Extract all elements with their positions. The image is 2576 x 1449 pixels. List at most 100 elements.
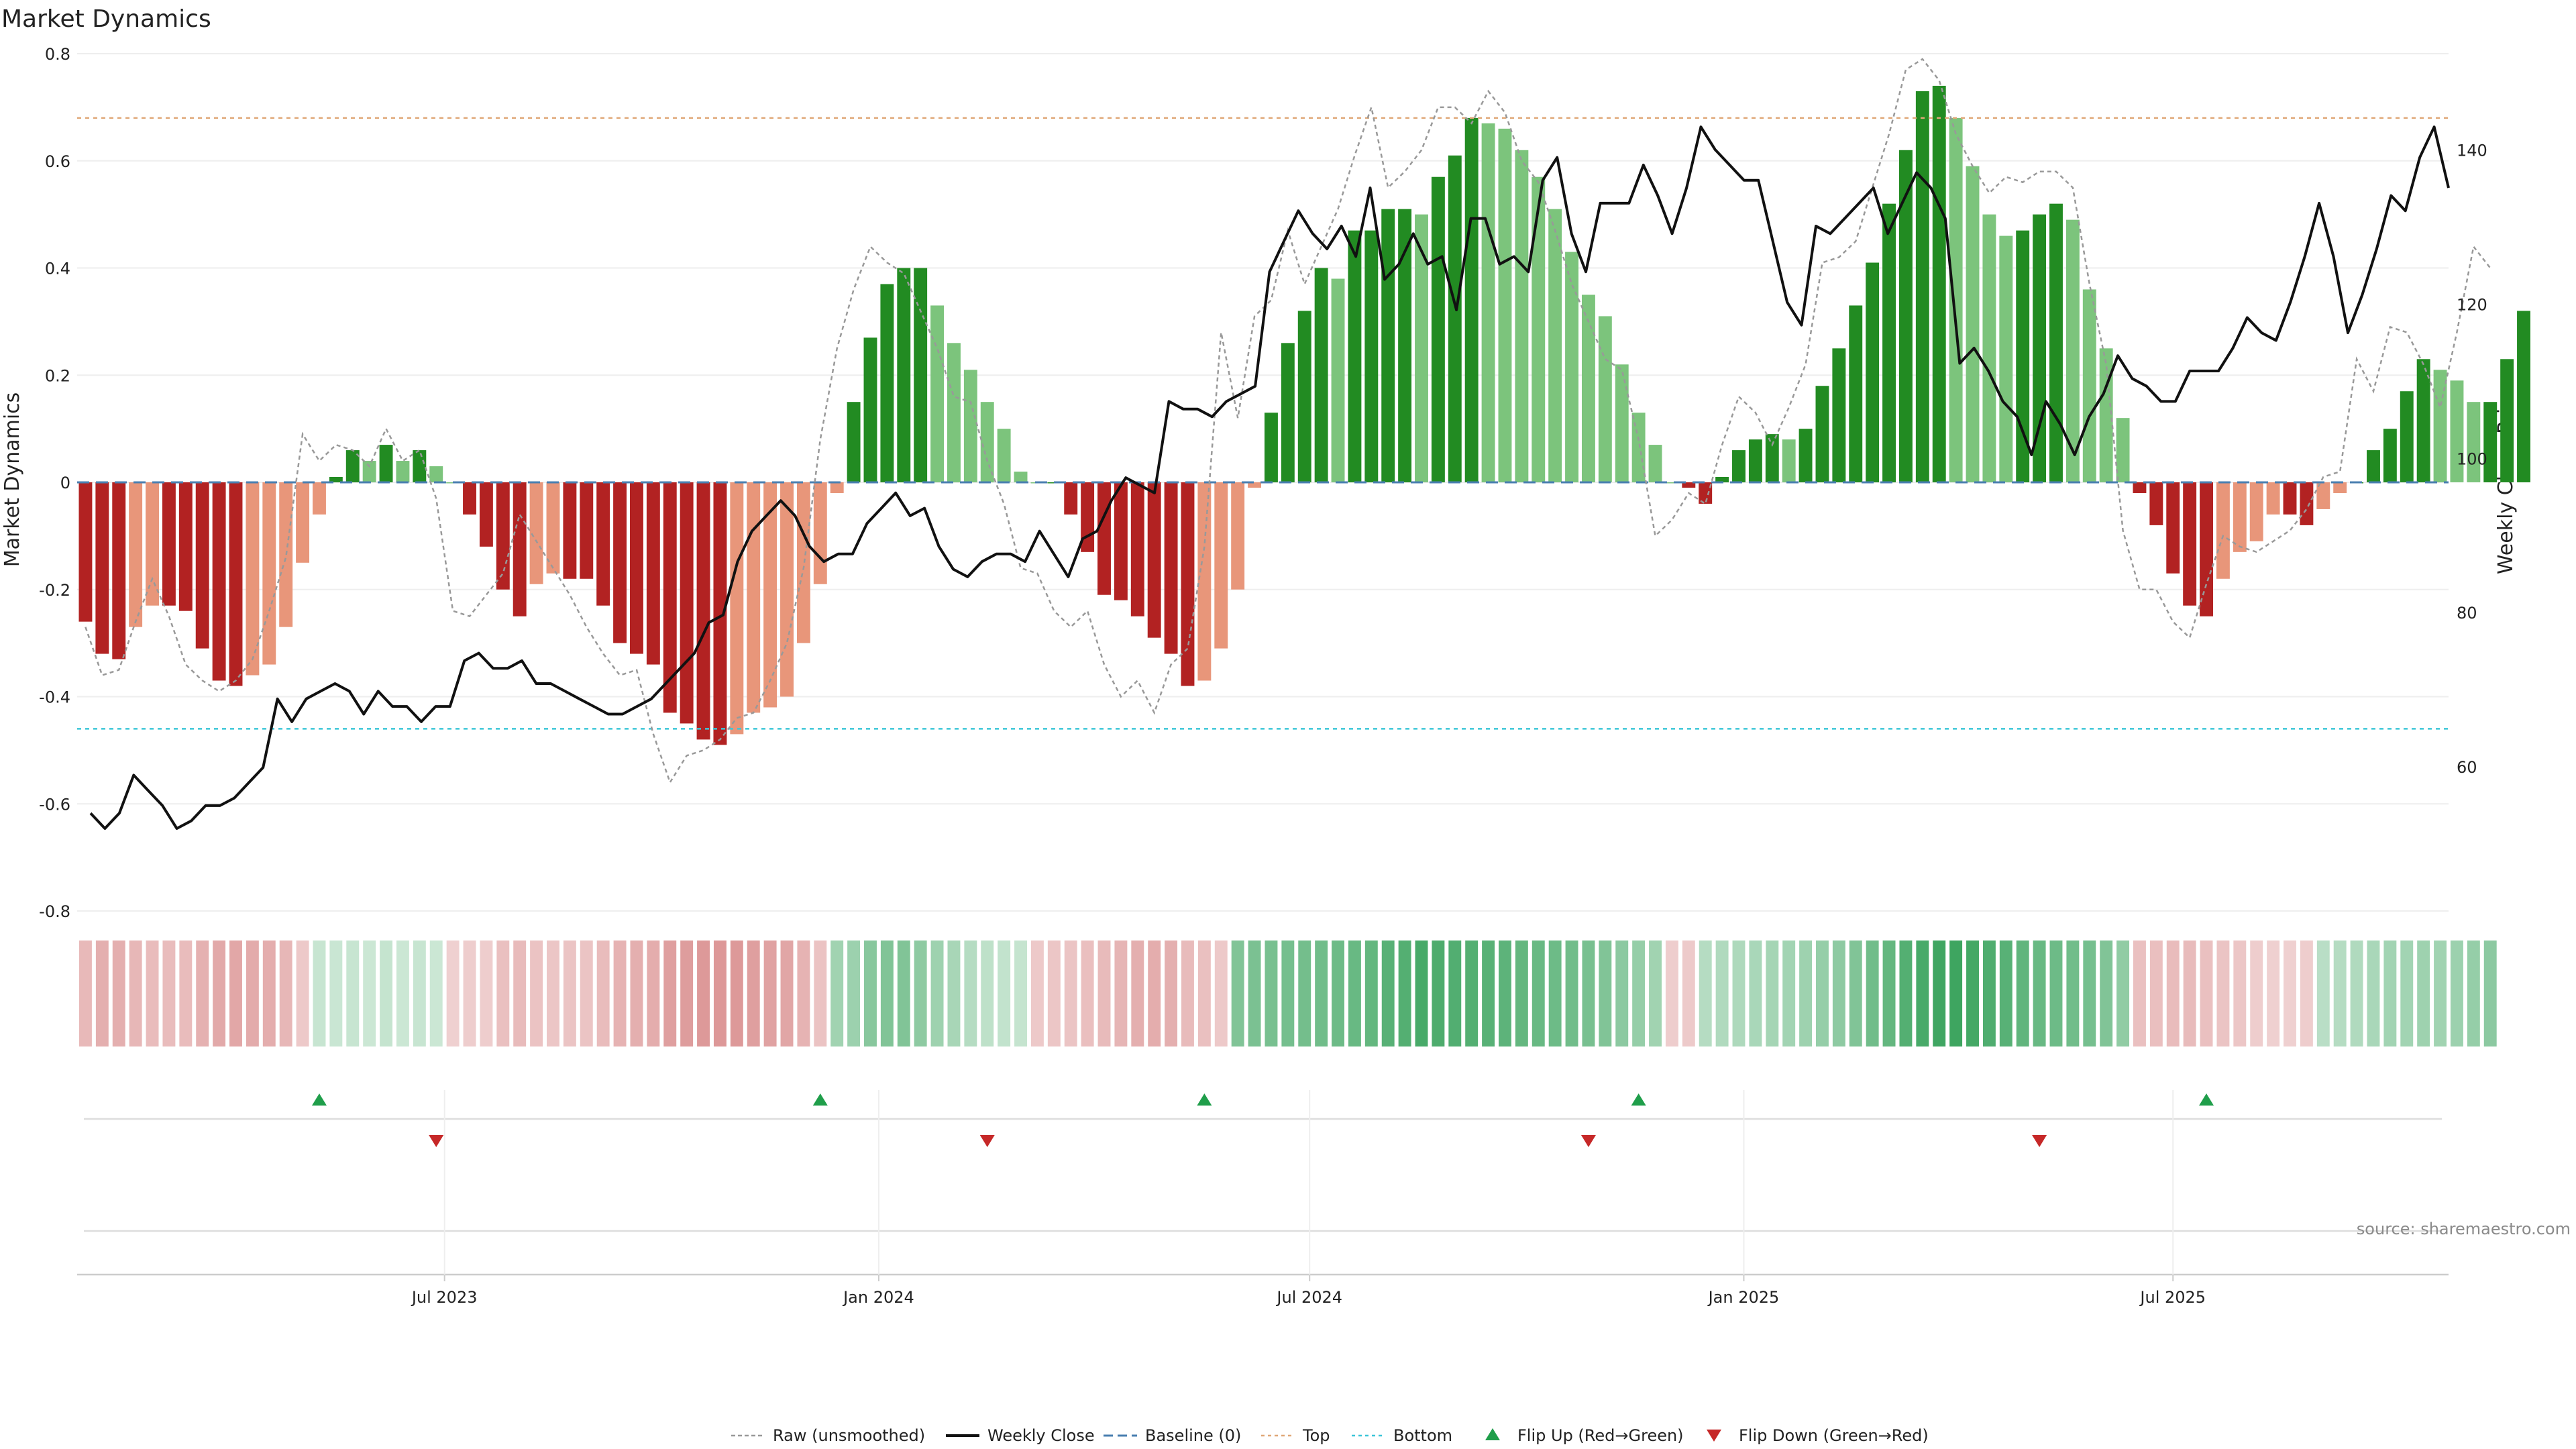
heatmap-cell [1381, 941, 1395, 1046]
heatmap-cell [1499, 941, 1511, 1046]
momentum-bar [2517, 311, 2530, 482]
heatmap-cell [2400, 941, 2414, 1046]
heatmap-cell [1665, 941, 1678, 1046]
heatmap-cell [1081, 941, 1094, 1046]
momentum-bar [696, 482, 710, 740]
y-axis-label: Market Dynamics [1, 392, 24, 568]
heatmap-cell [1582, 941, 1595, 1046]
y2-tick-label: 60 [2457, 758, 2477, 777]
momentum-bar [2065, 219, 2080, 482]
legend-item: Bottom [1352, 1426, 1452, 1445]
x-tick-label: Jul 2023 [411, 1288, 478, 1307]
momentum-bar [212, 482, 226, 681]
heatmap-cell [663, 941, 677, 1046]
heatmap-cell [2016, 941, 2029, 1046]
momentum-bar [1147, 482, 1161, 638]
momentum-bar [1765, 434, 1779, 482]
y-tick-label: 0.2 [45, 366, 70, 385]
momentum-bar [2133, 482, 2147, 493]
momentum-bar [1281, 343, 1295, 482]
momentum-bar [763, 482, 777, 708]
heatmap-cell [480, 941, 493, 1046]
momentum-bar [379, 445, 393, 482]
heatmap-cell [2166, 941, 2180, 1046]
momentum-bar [630, 482, 643, 654]
momentum-bar [78, 482, 93, 622]
momentum-bar [747, 482, 761, 713]
legend-label: Weekly Close [987, 1426, 1095, 1445]
momentum-bar [997, 429, 1011, 482]
heatmap-cell [547, 941, 559, 1046]
y2-tick-label: 120 [2457, 296, 2487, 315]
momentum-bar [1615, 364, 1629, 482]
momentum-bar [2316, 482, 2330, 509]
heatmap-cell [897, 941, 910, 1046]
heatmap-cell [1030, 941, 1044, 1046]
x-axis-ticks: Jul 2023 Jan 2024 Jul 2024 Jan 2025 Jul 2025 [411, 1090, 2206, 1307]
heatmap-cell [613, 941, 627, 1046]
heatmap-cell [847, 941, 861, 1046]
heatmap-cell [814, 941, 827, 1046]
momentum-bar [780, 482, 794, 697]
heatmap-cell [930, 941, 944, 1046]
momentum-bar [2283, 482, 2297, 515]
momentum-bar [1364, 230, 1379, 482]
momentum-bar [1565, 252, 1579, 482]
momentum-bar [229, 482, 243, 686]
heatmap-cell [1131, 941, 1144, 1046]
heatmap-cell [947, 941, 961, 1046]
legend-label: Top [1302, 1426, 1330, 1445]
momentum-bar [563, 482, 577, 579]
heatmap-cell [1565, 941, 1578, 1046]
momentum-bar [1197, 482, 1212, 681]
momentum-bar [1932, 85, 1946, 483]
momentum-bar [1331, 278, 1345, 482]
flip-down-marker [1580, 1135, 1596, 1147]
momentum-bar [463, 482, 476, 515]
heatmap-cell [1999, 941, 2012, 1046]
heatmap-cell [2300, 941, 2313, 1046]
legend: Raw (unsmoothed) Weekly Close Baseline (0)… [731, 1426, 1929, 1445]
flip-markers-panel [77, 1093, 2449, 1276]
momentum-bar [1849, 305, 1863, 482]
heatmap-cell [446, 941, 460, 1046]
y-tick-label: -0.4 [39, 688, 70, 707]
legend-label: Bottom [1393, 1426, 1452, 1445]
momentum-bars [78, 85, 2530, 745]
heatmap-cell [1432, 941, 1445, 1046]
heatmap-cell [2233, 941, 2247, 1046]
momentum-bar [1114, 482, 1128, 600]
heatmap-cell [1398, 941, 1411, 1046]
momentum-bar [262, 482, 276, 665]
heatmap-cell [496, 941, 510, 1046]
momentum-bar [1782, 439, 1796, 482]
heatmap-cell [1197, 941, 1211, 1046]
flip-up-marker [311, 1093, 327, 1106]
source-note: source: sharemaestro.com [2357, 1220, 2571, 1238]
momentum-bar [1498, 128, 1512, 482]
heatmap-cell [2033, 941, 2046, 1046]
momentum-bar [2400, 391, 2414, 482]
series-lines [85, 58, 2491, 830]
heatmap-cell [1097, 941, 1111, 1046]
heatmap-cell [2284, 941, 2296, 1046]
heatmap-cell [1231, 941, 1244, 1046]
heatmap-cell [112, 941, 125, 1046]
heatmap-cell [1849, 941, 1862, 1046]
momentum-bar [2266, 482, 2280, 515]
momentum-bar [2416, 359, 2430, 482]
momentum-bar [1348, 230, 1362, 482]
momentum-bar [2149, 482, 2163, 525]
legend-item: Weekly Close [946, 1426, 1095, 1445]
legend-swatch-flip-down [1707, 1430, 1721, 1442]
heatmap-cell [129, 941, 142, 1046]
heatmap-cell [463, 941, 476, 1046]
momentum-bar [345, 450, 360, 482]
momentum-bar [863, 337, 877, 482]
y-tick-label: -0.2 [39, 581, 70, 600]
momentum-bar [1448, 155, 1462, 482]
heatmap-cell [2100, 941, 2113, 1046]
momentum-bar [2467, 402, 2481, 482]
heatmap-cell [1732, 941, 1746, 1046]
heatmap-cell [413, 941, 426, 1046]
